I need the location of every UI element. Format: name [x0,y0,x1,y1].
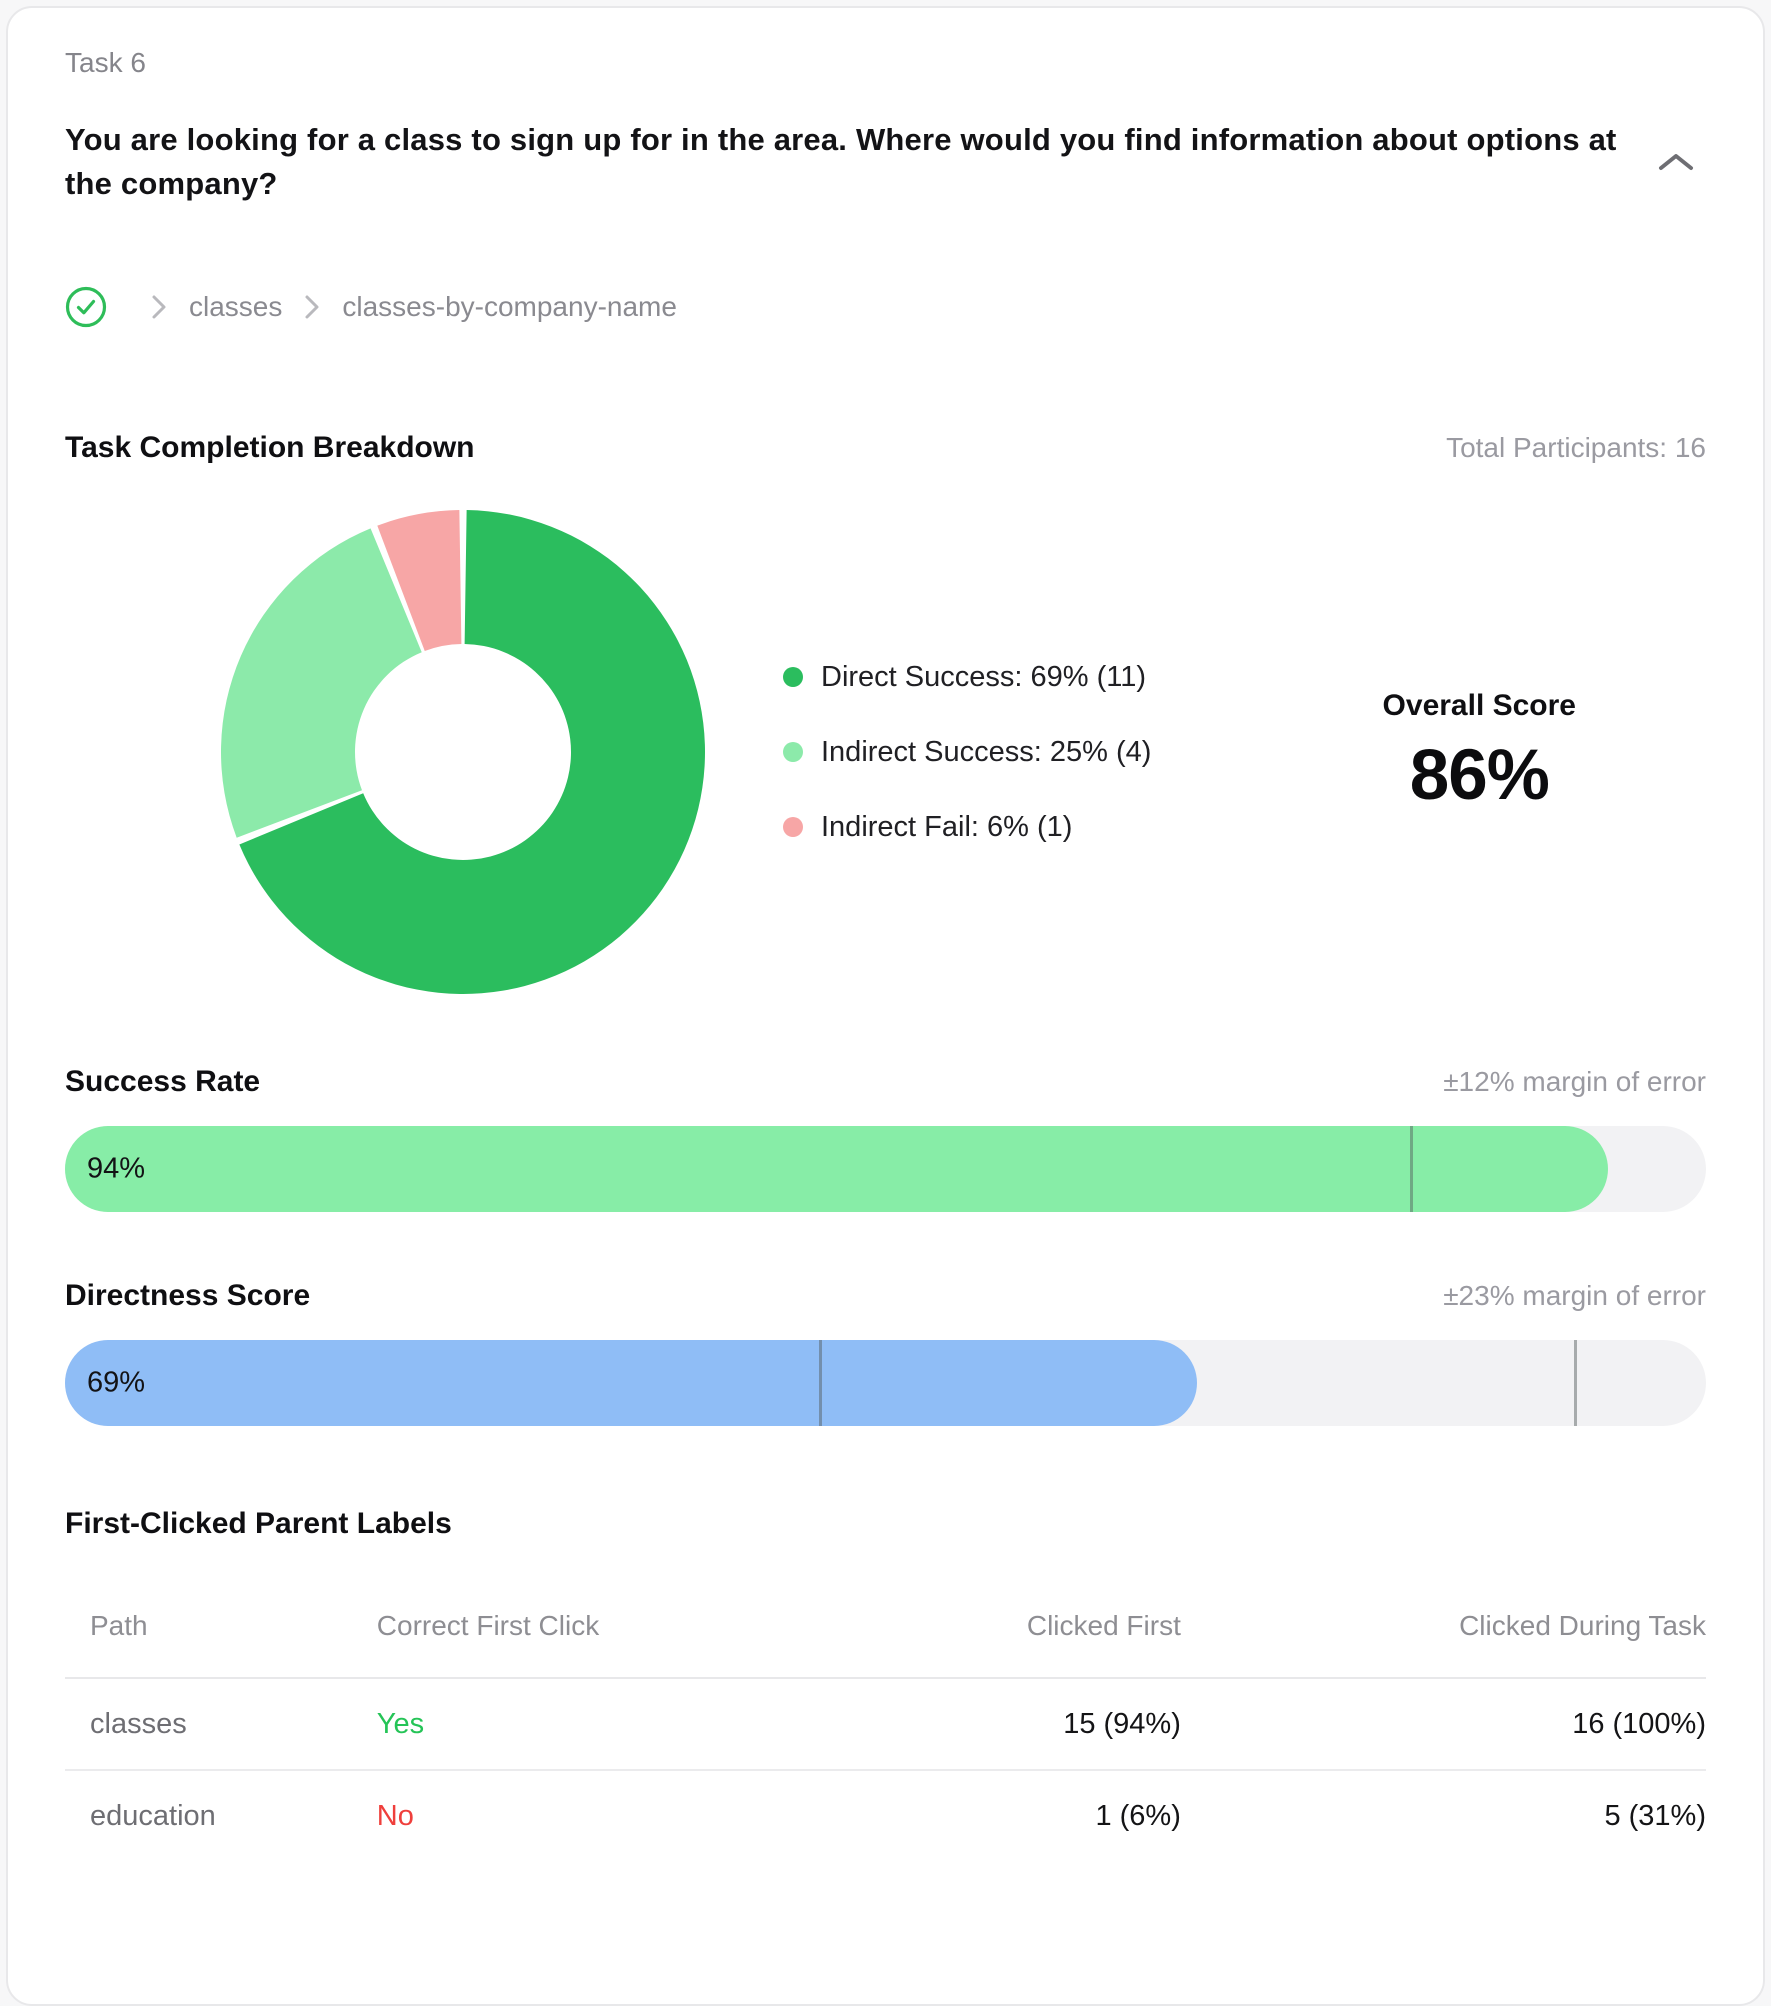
directness-score-margin-of-error: ±23% margin of error [1443,1280,1706,1311]
column-header-clicked-first: Clicked First [688,1574,1181,1679]
margin-of-error-marker [1409,1126,1413,1212]
donut-legend: Direct Success: 69% (11) Indirect Succes… [783,661,1151,844]
task-question: You are looking for a class to sign up f… [65,122,1617,201]
question-row: You are looking for a class to sign up f… [65,118,1706,206]
check-circle-icon [65,286,107,328]
breadcrumb-item: classes [189,291,283,322]
completion-title: Task Completion Breakdown [65,431,475,464]
table-row: education No 1 (6%) 5 (31%) [65,1770,1706,1862]
success-rate-header: Success Rate ±12% margin of error [65,1062,1706,1102]
margin-of-error-marker [818,1340,822,1426]
directness-score-title: Directness Score [65,1279,311,1312]
donut-segment-direct-success [239,510,705,994]
cell-path: education [90,1800,216,1832]
legend-label: Indirect Success: 25% (4) [821,735,1152,768]
legend-label: Direct Success: 69% (11) [821,660,1147,693]
cell-path: classes [65,1678,377,1771]
legend-label: Indirect Fail: 6% (1) [821,810,1073,843]
column-header-clicked-during-task: Clicked During Task [1180,1574,1706,1679]
legend-dot-indirect-fail [783,817,803,837]
collapse-button[interactable] [1646,132,1706,192]
margin-of-error-marker [1573,1340,1577,1426]
directness-score-header: Directness Score ±23% margin of error [65,1276,1706,1316]
donut-segment-indirect-fail [377,510,462,651]
overall-score-value: 86% [1409,735,1550,815]
first-clicked-table: Path Correct First Click Clicked First C… [65,1574,1706,1862]
cell-correct-first-click: No [376,1800,414,1832]
task-label: Task 6 [65,47,146,78]
completion-section-header: Task Completion Breakdown Total Particip… [65,428,1706,468]
table-row: classes Yes 15 (94%) 16 (100%) [65,1678,1706,1771]
cell-clicked-during-task: 16 (100%) [1180,1678,1706,1771]
directness-score-bar: 69% [65,1340,1706,1426]
completion-donut-chart [221,510,705,994]
success-rate-margin-of-error: ±12% margin of error [1443,1066,1706,1097]
bar-value-label: 69% [87,1366,146,1399]
breadcrumb-item: classes-by-company-name [342,291,677,322]
overall-score-block: Overall Score 86% [1383,689,1576,816]
breadcrumb: classes classes-by-company-name [65,286,1706,328]
table-header-row: Path Correct First Click Clicked First C… [65,1574,1706,1679]
completion-chart-row: Direct Success: 69% (11) Indirect Succes… [65,510,1706,994]
first-clicked-title: First-Clicked Parent Labels [65,1507,452,1540]
cell-clicked-first: 15 (94%) [688,1678,1181,1771]
legend-dot-indirect-success [783,742,803,762]
overall-score-label: Overall Score [1382,688,1576,722]
legend-item: Indirect Fail: 6% (1) [783,811,1151,844]
total-participants: Total Participants: 16 [1446,432,1706,463]
legend-item: Indirect Success: 25% (4) [783,736,1151,769]
success-rate-bar: 94% [65,1126,1706,1212]
chevron-right-icon [304,293,320,321]
chevron-right-icon [151,293,167,321]
column-header-path: Path [65,1574,377,1679]
cell-clicked-during-task: 5 (31%) [1604,1800,1706,1832]
legend-item: Direct Success: 69% (11) [783,661,1151,694]
legend-dot-direct-success [783,667,803,687]
chevron-up-icon [1659,154,1693,170]
bar-fill [65,1126,1608,1212]
bar-fill [65,1340,1198,1426]
cell-clicked-first: 1 (6%) [1095,1800,1181,1832]
cell-correct-first-click: Yes [376,1678,689,1771]
success-rate-title: Success Rate [65,1065,261,1098]
column-header-correct-first-click: Correct First Click [376,1574,689,1679]
bar-value-label: 94% [87,1152,146,1185]
task-report-card: Task 6 You are looking for a class to si… [6,6,1765,2006]
donut-segment-indirect-success [221,528,422,838]
